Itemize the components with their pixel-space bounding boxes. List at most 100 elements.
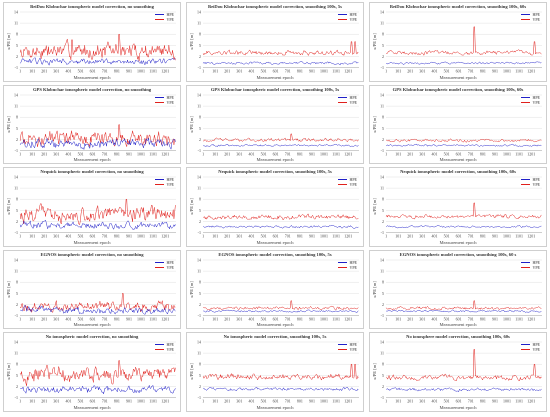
y-tick-label: 14 — [14, 175, 18, 180]
y-tick-label: 2 — [199, 219, 201, 224]
y-axis-label: x/PE [m] — [5, 363, 11, 381]
x-tick-label: 901 — [126, 151, 132, 156]
y-tick-label: 8 — [382, 279, 384, 284]
y-axis-label: x/PE [m] — [188, 198, 194, 216]
legend-entry: HPE — [155, 95, 174, 100]
chart-panel: 14 11 8 5 2 -1 1 101 201 301 401 501 601 701 801 901 100… — [3, 332, 181, 412]
x-tick-label: 101 — [212, 151, 218, 156]
y-axis-label: x/PE [m] — [371, 363, 377, 381]
y-tick-label: -1 — [198, 230, 201, 235]
y-tick-label: 14 — [380, 340, 384, 345]
x-tick-label: 401 — [249, 234, 255, 239]
y-tick-label: 14 — [14, 257, 18, 262]
legend-entry: HPE — [521, 177, 540, 182]
chart-panel: 14 11 8 5 2 -1 1 101 201 301 401 501 601 701 801 901 100… — [186, 249, 364, 330]
y-tick-label: -1 — [15, 313, 18, 318]
series-line-vpe — [19, 137, 176, 150]
x-tick-label: 701 — [102, 151, 108, 156]
x-tick-label: 401 — [249, 151, 255, 156]
x-tick-label: 801 — [114, 69, 120, 74]
x-tick-label: 1201 — [527, 151, 535, 156]
x-tick-label: 1201 — [344, 151, 352, 156]
legend-swatch — [338, 19, 348, 20]
x-tick-label: 501 — [261, 234, 267, 239]
y-tick-label: 8 — [16, 362, 18, 367]
legend-label: VPE — [532, 99, 540, 105]
y-tick-label: 2 — [16, 136, 18, 141]
x-tick-label: 401 — [66, 234, 72, 239]
chart-panel: 14 11 8 5 2 -1 1 101 201 301 401 501 601 701 801 901 100… — [369, 332, 547, 412]
x-tick-label: 1201 — [161, 151, 169, 156]
x-tick-label: 1201 — [527, 69, 535, 74]
x-tick-label: 101 — [29, 234, 35, 239]
legend-swatch — [155, 344, 165, 346]
legend-label: VPE — [349, 17, 357, 22]
series-line-vpe — [386, 61, 542, 65]
y-tick-label: 11 — [380, 103, 384, 108]
x-tick-label: 1001 — [503, 399, 511, 404]
x-tick-label: 1 — [385, 151, 387, 156]
legend-swatch — [521, 14, 531, 15]
legend-swatch — [338, 179, 348, 181]
x-tick-label: 101 — [395, 69, 401, 74]
y-tick-label: -1 — [381, 395, 384, 400]
y-tick-label: 2 — [382, 54, 384, 59]
series-line-vpe — [202, 387, 359, 392]
x-tick-label: 1001 — [503, 316, 511, 321]
x-tick-label: 1 — [385, 69, 387, 74]
legend: HPE VPE — [155, 342, 174, 352]
x-tick-label: 201 — [41, 69, 47, 74]
series-line-vpe — [386, 143, 542, 147]
chart-panel: 14 11 8 5 2 -1 1 101 201 301 401 501 601 701 801 901 100… — [369, 2, 547, 82]
x-tick-label: 1101 — [332, 399, 340, 404]
y-tick-label: 11 — [380, 268, 384, 273]
x-tick-label: 1 — [385, 316, 387, 321]
series-line-hpe — [19, 123, 176, 147]
y-tick-label: 5 — [16, 125, 18, 130]
x-axis-label: Measurement epoch — [439, 74, 477, 80]
x-tick-label: 101 — [29, 399, 35, 404]
x-tick-label: 501 — [444, 69, 450, 74]
legend-swatch — [521, 261, 531, 263]
legend-label: HPE — [532, 12, 540, 17]
series-line-hpe — [19, 199, 176, 226]
y-tick-label: 5 — [16, 291, 18, 296]
x-tick-label: 401 — [66, 69, 72, 74]
x-tick-label: 1201 — [161, 69, 169, 74]
legend-entry: HPE — [338, 12, 357, 17]
chart-title: No ionospheric model correction, smoothi… — [223, 334, 327, 340]
legend-label: HPE — [532, 94, 540, 100]
legend-entry: HPE — [521, 260, 540, 265]
legend-entry: VPE — [155, 17, 174, 22]
x-tick-label: 701 — [468, 234, 474, 239]
legend-swatch — [338, 184, 348, 186]
legend-swatch — [338, 261, 348, 263]
legend: HPE VPE — [521, 260, 540, 270]
y-tick-label: 8 — [16, 32, 18, 37]
y-tick-label: 11 — [14, 21, 18, 26]
y-tick-label: 8 — [199, 362, 201, 367]
x-tick-label: 1 — [202, 69, 204, 74]
x-tick-label: 1001 — [137, 399, 145, 404]
series-line-hpe — [386, 26, 542, 56]
legend-entry: HPE — [338, 95, 357, 100]
x-tick-label: 501 — [261, 151, 267, 156]
x-tick-label: 801 — [297, 316, 303, 321]
series-line-hpe — [202, 300, 359, 311]
x-tick-label: 801 — [297, 151, 303, 156]
x-tick-label: 1101 — [149, 151, 157, 156]
x-tick-label: 601 — [273, 316, 279, 321]
legend: HPE VPE — [521, 177, 540, 187]
x-tick-label: 801 — [480, 234, 486, 239]
legend: HPE VPE — [338, 177, 357, 187]
y-tick-label: -1 — [15, 395, 18, 400]
x-tick-label: 901 — [126, 316, 132, 321]
legend-label: HPE — [532, 259, 540, 265]
x-tick-label: 601 — [273, 399, 279, 404]
legend-swatch — [338, 266, 348, 268]
x-tick-label: 101 — [212, 316, 218, 321]
x-tick-label: 1001 — [503, 151, 511, 156]
